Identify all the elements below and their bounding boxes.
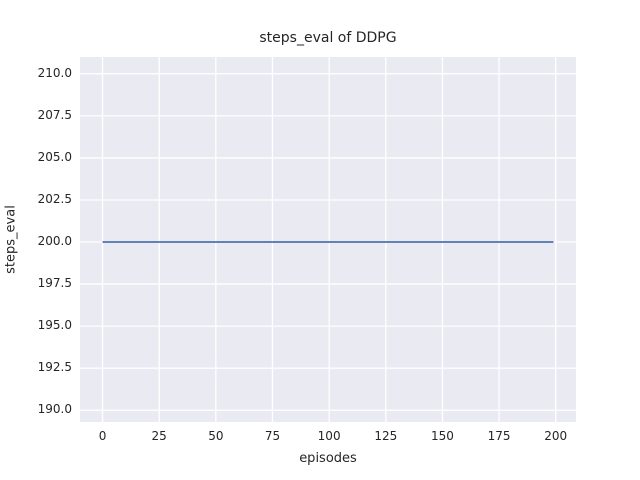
x-axis-label: episodes <box>299 451 357 466</box>
x-tick-label: 100 <box>317 429 341 443</box>
x-tick-label: 0 <box>98 429 107 443</box>
y-tick-label: 210.0 <box>37 65 72 80</box>
x-tick-label: 125 <box>374 429 398 443</box>
y-tick-label: 200.0 <box>37 234 72 249</box>
x-tick-label: 150 <box>430 429 454 443</box>
y-tick-label: 202.5 <box>37 191 72 206</box>
y-axis-label: steps_eval <box>3 205 19 274</box>
plot-canvas <box>80 57 576 422</box>
x-tick-label: 50 <box>208 429 224 443</box>
x-tick-label: 200 <box>544 429 568 443</box>
x-tick-label: 25 <box>151 429 167 443</box>
chart-title: steps_eval of DDPG <box>259 30 397 46</box>
x-tick-label: 75 <box>264 429 281 443</box>
y-tick-label: 197.5 <box>37 276 72 291</box>
y-tick-label: 205.0 <box>37 149 72 164</box>
axes-background <box>80 57 576 422</box>
y-tick-label: 207.5 <box>37 107 72 122</box>
y-tick-label: 192.5 <box>37 360 72 375</box>
plot-area <box>80 57 576 422</box>
y-tick-label: 190.0 <box>37 402 72 417</box>
x-tick-label: 175 <box>487 429 511 443</box>
y-tick-label: 195.0 <box>37 318 72 333</box>
